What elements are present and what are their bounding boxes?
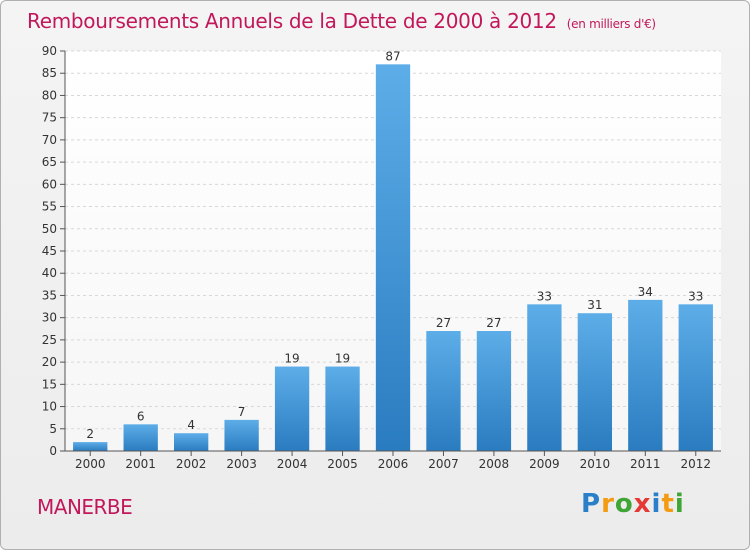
y-tick-label: 50 [42,222,57,236]
chart-title: Remboursements Annuels de la Dette de 20… [27,9,656,33]
proxiti-logo: Proxiti [581,489,685,519]
x-tick-label: 2002 [176,457,207,471]
x-tick-label: 2012 [680,457,711,471]
bar [274,366,310,451]
y-tick-label: 60 [42,177,57,191]
bar-value-label: 27 [436,316,451,330]
bar [73,442,108,451]
bar-value-label: 4 [187,418,195,432]
x-tick-label: 2006 [378,457,409,471]
bar-value-label: 2 [86,427,94,441]
x-tick-label: 2010 [580,457,611,471]
chart-subtitle: (en milliers d'€) [566,17,656,31]
bar-value-label: 87 [385,49,400,63]
bar-value-label: 27 [486,316,501,330]
y-tick-label: 10 [42,400,57,414]
y-tick-label: 25 [42,333,57,347]
x-tick-label: 2007 [428,457,459,471]
bar-value-label: 31 [587,298,602,312]
y-tick-label: 55 [42,200,57,214]
bar-value-label: 33 [688,289,703,303]
y-tick-label: 20 [42,355,57,369]
bar [375,64,411,452]
bar-chart: 2 6 4 7 19 19 87 27 27 33 31 34 33 0 5 10 15 20 25 30 35 40 4… [42,44,721,471]
chart-title-text: Remboursements Annuels de la Dette de 20… [27,9,557,33]
bar [325,366,360,451]
bar [173,433,209,451]
bar [678,304,713,451]
y-tick-label: 0 [49,444,57,458]
y-tick-label: 70 [42,133,57,147]
x-tick-label: 2011 [630,457,661,471]
bar [426,331,461,451]
y-tick-label: 75 [42,111,57,125]
y-tick-label: 90 [42,44,57,58]
bar-value-label: 34 [638,285,653,299]
bar [476,331,512,451]
y-tick-label: 15 [42,377,57,391]
bar [577,313,613,451]
bar [527,304,562,451]
x-tick-label: 2001 [125,457,156,471]
x-tick-label: 2004 [277,457,308,471]
bar [224,419,259,451]
y-tick-label: 45 [42,244,57,258]
x-tick-label: 2008 [479,457,510,471]
y-tick-label: 5 [49,422,57,436]
bar-value-label: 6 [137,409,145,423]
bar-value-label: 19 [335,352,350,366]
bar-value-label: 19 [284,352,299,366]
y-tick-label: 85 [42,66,57,80]
y-tick-label: 35 [42,288,57,302]
y-tick-label: 30 [42,311,57,325]
bar-value-label: 7 [238,405,246,419]
x-tick-label: 2003 [226,457,257,471]
y-tick-label: 80 [42,88,57,102]
y-tick-label: 65 [42,155,57,169]
x-tick-label: 2009 [529,457,560,471]
x-tick-label: 2005 [327,457,358,471]
bar [628,299,663,451]
y-tick-label: 40 [42,266,57,280]
x-tick-label: 2000 [75,457,106,471]
bar-value-label: 33 [537,289,552,303]
commune-name: MANERBE [37,495,133,519]
bar [123,424,158,451]
